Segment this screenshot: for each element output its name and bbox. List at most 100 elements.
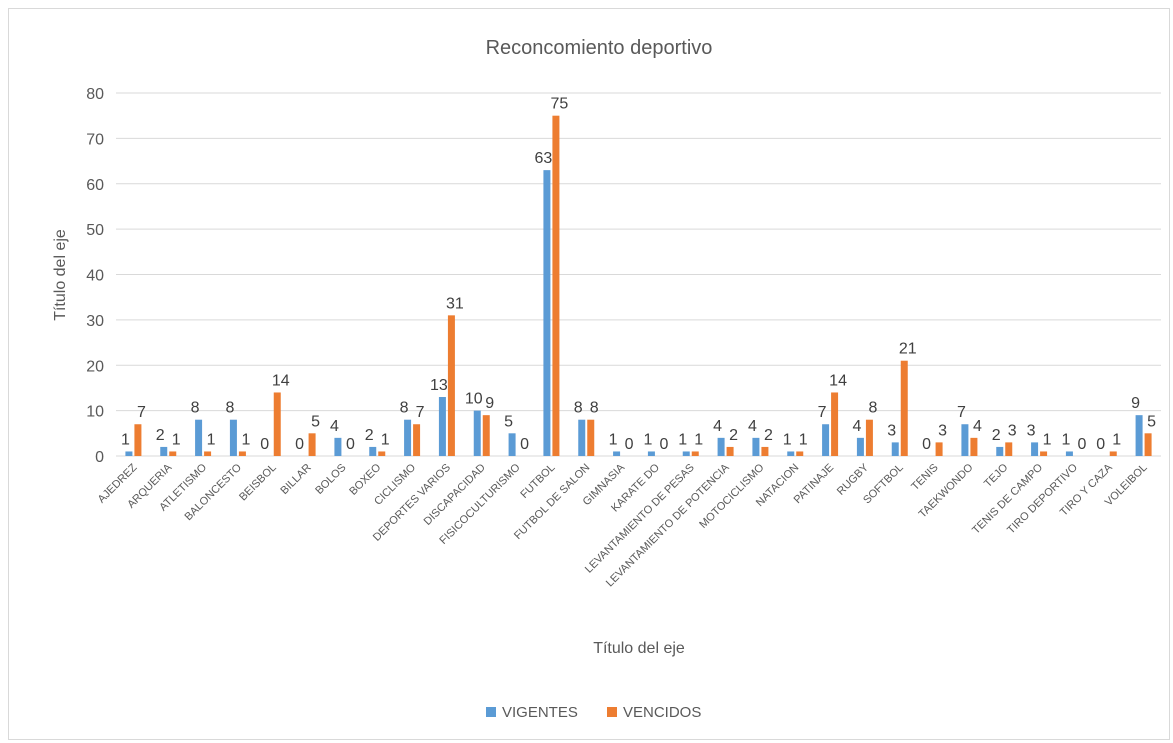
bar-vigentes (543, 170, 551, 456)
data-label-vencidos: 7 (416, 404, 425, 421)
data-label-vencidos: 8 (868, 400, 877, 417)
data-label-vigentes: 3 (887, 422, 896, 439)
data-label-vencidos: 1 (1043, 431, 1052, 448)
bar-vencidos (900, 360, 908, 456)
bar-vencidos (935, 442, 943, 456)
data-label-vencidos: 7 (137, 404, 146, 421)
data-label-vencidos: 0 (659, 436, 668, 453)
bar-vigentes (438, 397, 446, 456)
y-tick-label: 20 (86, 358, 104, 375)
bar-vigentes (856, 437, 864, 456)
bar-vigentes (160, 446, 168, 456)
bar-vigentes (717, 437, 725, 456)
data-label-vigentes: 4 (330, 418, 339, 435)
data-label-vencidos: 31 (446, 295, 464, 312)
data-label-vencidos: 1 (381, 431, 390, 448)
bar-vigentes (404, 419, 412, 456)
data-label-vencidos: 1 (799, 431, 808, 448)
data-label-vigentes: 8 (191, 400, 200, 417)
data-label-vencidos: 8 (590, 400, 599, 417)
data-label-vigentes: 10 (465, 391, 483, 408)
bar-vencidos (796, 451, 804, 456)
x-tick-label: MOTOCICLISMO (697, 461, 767, 531)
bar-vigentes (752, 437, 760, 456)
bar-vencidos (447, 315, 455, 456)
data-label-vigentes: 4 (852, 418, 861, 435)
bar-vencidos (726, 446, 734, 456)
data-label-vencidos: 1 (172, 431, 181, 448)
legend-swatch-vigentes (486, 707, 496, 717)
bar-vencidos (831, 392, 839, 456)
data-label-vencidos: 3 (1008, 422, 1017, 439)
y-tick-label: 60 (86, 177, 104, 194)
data-label-vigentes: 7 (957, 404, 966, 421)
data-label-vigentes: 0 (1096, 436, 1105, 453)
y-tick-label: 10 (86, 404, 104, 421)
bar-vigentes (1031, 442, 1039, 456)
x-tick-label: LEVANTAMIENTO DE POTENCIA (604, 461, 732, 589)
data-label-vencidos: 2 (764, 427, 773, 444)
bar-vigentes (961, 424, 969, 456)
data-label-vigentes: 2 (156, 427, 165, 444)
legend-swatch-vencidos (607, 707, 617, 717)
data-label-vigentes: 63 (535, 150, 553, 167)
y-tick-label: 80 (86, 86, 104, 103)
data-label-vigentes: 3 (1027, 422, 1036, 439)
bar-vencidos (1144, 433, 1152, 456)
data-label-vencidos: 0 (520, 436, 529, 453)
data-label-vencidos: 14 (829, 372, 847, 389)
data-label-vigentes: 1 (678, 431, 687, 448)
bar-vencidos (1040, 451, 1048, 456)
bar-vigentes (125, 451, 133, 456)
y-tick-label: 30 (86, 313, 104, 330)
gridlines (116, 92, 1161, 457)
bar-vencidos (169, 451, 177, 456)
bar-vigentes (1065, 451, 1073, 456)
data-label-vigentes: 13 (430, 377, 448, 394)
bar-vigentes (508, 433, 516, 456)
bar-vigentes (229, 419, 237, 456)
x-tick-label: BEISBOL (237, 462, 279, 504)
bar-vencidos (413, 424, 421, 456)
y-tick-label: 70 (86, 131, 104, 148)
data-label-vencidos: 9 (485, 395, 494, 412)
data-label-vigentes: 8 (225, 400, 234, 417)
bar-vencidos (970, 437, 978, 456)
chart-frame: Reconcomiento deportivo 0 10 20 30 40 50 60 70 8… (8, 8, 1170, 740)
bar-vencidos (204, 451, 212, 456)
y-tick-label: 40 (86, 268, 104, 285)
data-label-vencidos: 5 (311, 413, 320, 430)
data-label-vigentes: 8 (574, 400, 583, 417)
y-tick-label: 0 (95, 449, 104, 466)
bar-vencidos (1109, 451, 1117, 456)
bar-vencidos (552, 115, 560, 456)
bar-vigentes (787, 451, 795, 456)
x-tick-label: BOLOS (313, 462, 348, 497)
bar-vencidos (691, 451, 699, 456)
chart-title: Reconcomiento deportivo (486, 37, 713, 59)
data-label-vencidos: 21 (899, 341, 917, 358)
data-label-vigentes: 9 (1131, 395, 1140, 412)
data-label-vigentes: 2 (992, 427, 1001, 444)
x-axis-title: Título del eje (593, 640, 685, 657)
legend: VIGENTES VENCIDOS (486, 704, 701, 721)
data-label-vencidos: 5 (1147, 413, 1156, 430)
y-axis-title: Título del eje (52, 229, 69, 321)
bar-vigentes (578, 419, 586, 456)
bar-vencidos (865, 419, 873, 456)
data-label-vencidos: 0 (346, 436, 355, 453)
data-label-vigentes: 0 (260, 436, 269, 453)
data-label-vigentes: 1 (121, 431, 130, 448)
legend-label-vigentes: VIGENTES (502, 704, 578, 721)
data-label-vencidos: 14 (272, 372, 290, 389)
bar-vencidos (273, 392, 281, 456)
bar-vigentes (195, 419, 203, 456)
bar-vencidos (1005, 442, 1013, 456)
bar-vigentes (682, 451, 690, 456)
bar-vencidos (238, 451, 246, 456)
data-label-vigentes: 4 (713, 418, 722, 435)
bar-vencidos (761, 446, 769, 456)
data-label-vigentes: 0 (295, 436, 304, 453)
bar-vigentes (334, 437, 342, 456)
